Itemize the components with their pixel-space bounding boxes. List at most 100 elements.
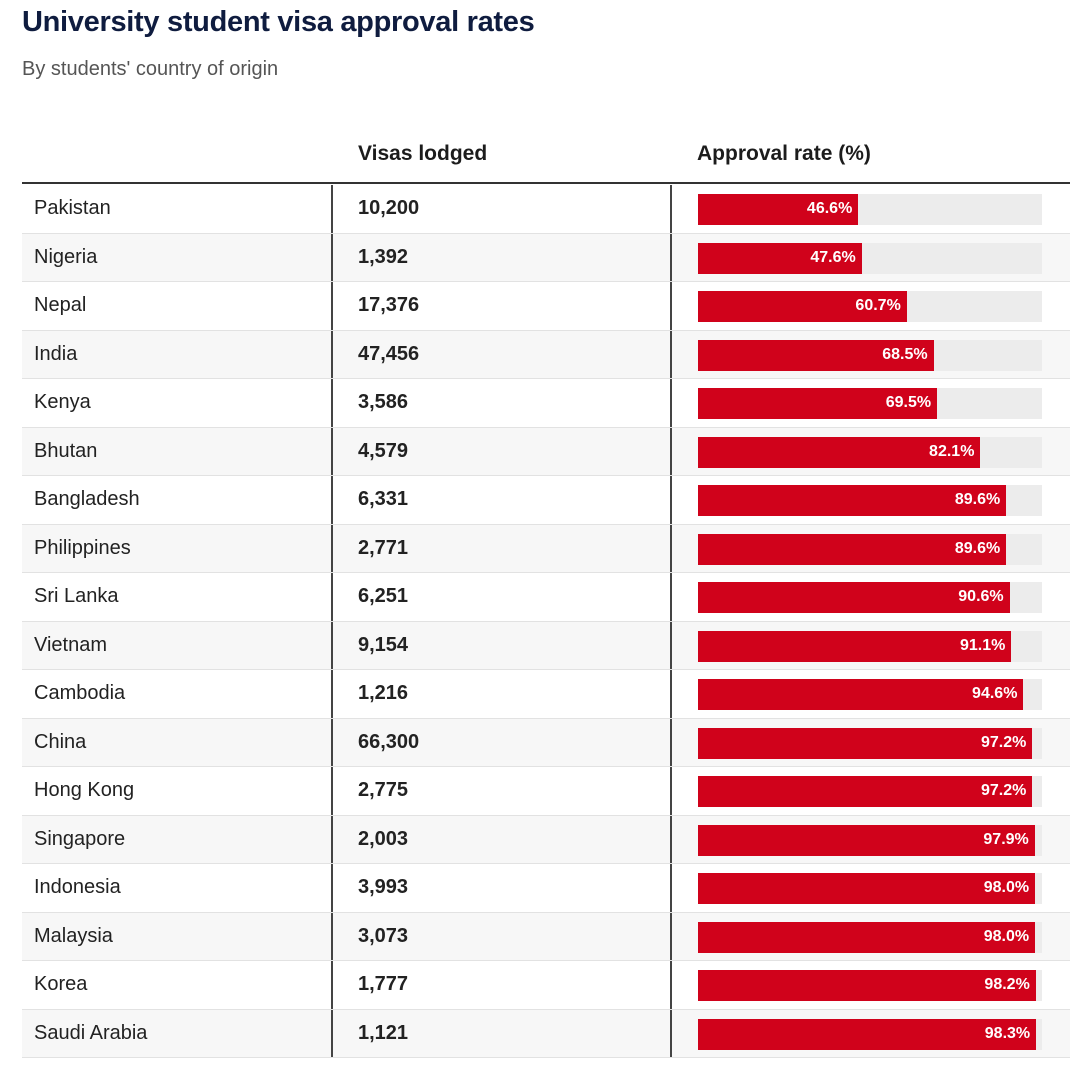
column-divider [670,330,672,378]
bar-value-label: 68.5% [882,345,928,363]
approval-bar: 91.1% [698,630,1012,662]
chart-title: University student visa approval rates [22,6,535,38]
bar-value-label: 98.0% [983,927,1030,945]
approval-bar: 82.1% [698,436,981,468]
bar-track: 91.1% [698,630,1042,662]
country-cell: China [34,730,87,753]
table-row: Malaysia 3,073 98.0% [22,912,1070,961]
visas-cell: 2,771 [358,536,409,559]
bar-value-label: 97.9% [983,830,1029,848]
table-row: Sri Lanka 6,251 90.6% [22,573,1070,622]
approval-bar: 98.3% [698,1018,1037,1050]
approval-bar: 98.0% [698,873,1036,904]
table-row: Korea 1,777 98.2% [22,961,1070,1010]
country-cell: Kenya [34,391,91,413]
bar-track: 68.5% [698,339,1042,371]
column-divider [670,815,672,863]
table-row: Hong Kong 2,775 97.2% [22,767,1070,816]
visas-cell: 4,579 [358,439,409,462]
bar-value-label: 69.5% [885,394,932,411]
column-divider [670,524,672,572]
visas-cell: 3,586 [358,391,409,413]
bar-track: 89.6% [698,533,1042,565]
table-row: India 47,456 68.5% [22,330,1070,379]
column-divider [331,185,333,233]
approval-bar: 89.6% [698,485,1007,516]
approval-bar: 46.6% [698,194,859,225]
country-cell: Cambodia [34,682,126,704]
bar-track: 97.2% [698,727,1042,759]
visas-cell: 3,993 [358,876,409,898]
bar-track: 97.9% [698,824,1042,856]
column-divider [670,282,672,330]
bar-value-label: 97.2% [980,733,1027,751]
bar-value-label: 47.6% [810,248,856,266]
column-divider [331,864,333,912]
table-row: Bhutan 4,579 82.1% [22,427,1070,476]
bar-track: 98.3% [698,1018,1042,1050]
visas-cell: 66,300 [358,730,420,753]
approval-bar: 90.6% [698,582,1010,613]
country-cell: Malaysia [34,924,113,947]
country-cell: Philippines [34,536,131,559]
bar-value-label: 97.2% [980,782,1027,799]
visas-cell: 1,777 [358,973,409,995]
visas-cell: 2,775 [358,779,409,801]
column-divider [331,476,333,524]
bar-track: 82.1% [698,436,1042,468]
visas-cell: 47,456 [358,342,420,365]
country-cell: India [34,342,78,365]
visas-cell: 9,154 [358,633,409,656]
bar-value-label: 90.6% [958,588,1004,605]
country-cell: Singapore [34,827,126,850]
approval-bar: 69.5% [698,388,938,419]
table-row: Vietnam 9,154 91.1% [22,621,1070,670]
table-row: Bangladesh 6,331 89.6% [22,476,1070,525]
country-cell: Korea [34,973,88,995]
column-divider [331,427,333,475]
column-divider [670,1009,672,1057]
column-divider [331,621,333,669]
column-divider [670,573,672,621]
approval-bar: 68.5% [698,339,934,371]
column-divider [331,330,333,378]
bar-track: 60.7% [698,291,1042,322]
bar-value-label: 89.6% [954,491,1001,508]
approval-bar: 89.6% [698,533,1007,565]
column-divider [670,864,672,912]
visas-cell: 6,331 [358,488,409,510]
approval-bar: 97.2% [698,727,1033,759]
column-divider [670,427,672,475]
visas-cell: 1,216 [358,682,409,704]
country-cell: Pakistan [34,197,111,219]
column-header-visas: Visas lodged [358,142,488,165]
bar-value-label: 46.6% [806,200,853,217]
approval-bar: 98.2% [698,970,1036,1001]
column-header-rate: Approval rate (%) [697,142,871,165]
column-divider [670,379,672,427]
country-cell: Nepal [34,294,87,316]
bar-track: 90.6% [698,582,1042,613]
visas-cell: 1,121 [358,1021,409,1044]
bar-value-label: 98.0% [983,879,1030,896]
table-row: Pakistan 10,200 46.6% [22,185,1070,234]
column-divider [670,718,672,766]
country-cell: Sri Lanka [34,585,119,607]
column-divider [670,670,672,718]
table-row: China 66,300 97.2% [22,718,1070,767]
bar-track: 98.0% [698,873,1042,904]
country-cell: Bangladesh [34,488,140,510]
country-cell: Hong Kong [34,779,135,801]
bar-track: 69.5% [698,388,1042,419]
column-divider [331,524,333,572]
column-divider [331,718,333,766]
table-row: Cambodia 1,216 94.6% [22,670,1070,719]
approval-bar: 94.6% [698,679,1024,710]
column-divider [670,912,672,960]
column-divider [670,961,672,1009]
approval-bar: 60.7% [698,291,907,322]
column-divider [670,233,672,281]
column-divider [331,282,333,330]
bar-track: 98.0% [698,921,1042,953]
table-row: Kenya 3,586 69.5% [22,379,1070,428]
